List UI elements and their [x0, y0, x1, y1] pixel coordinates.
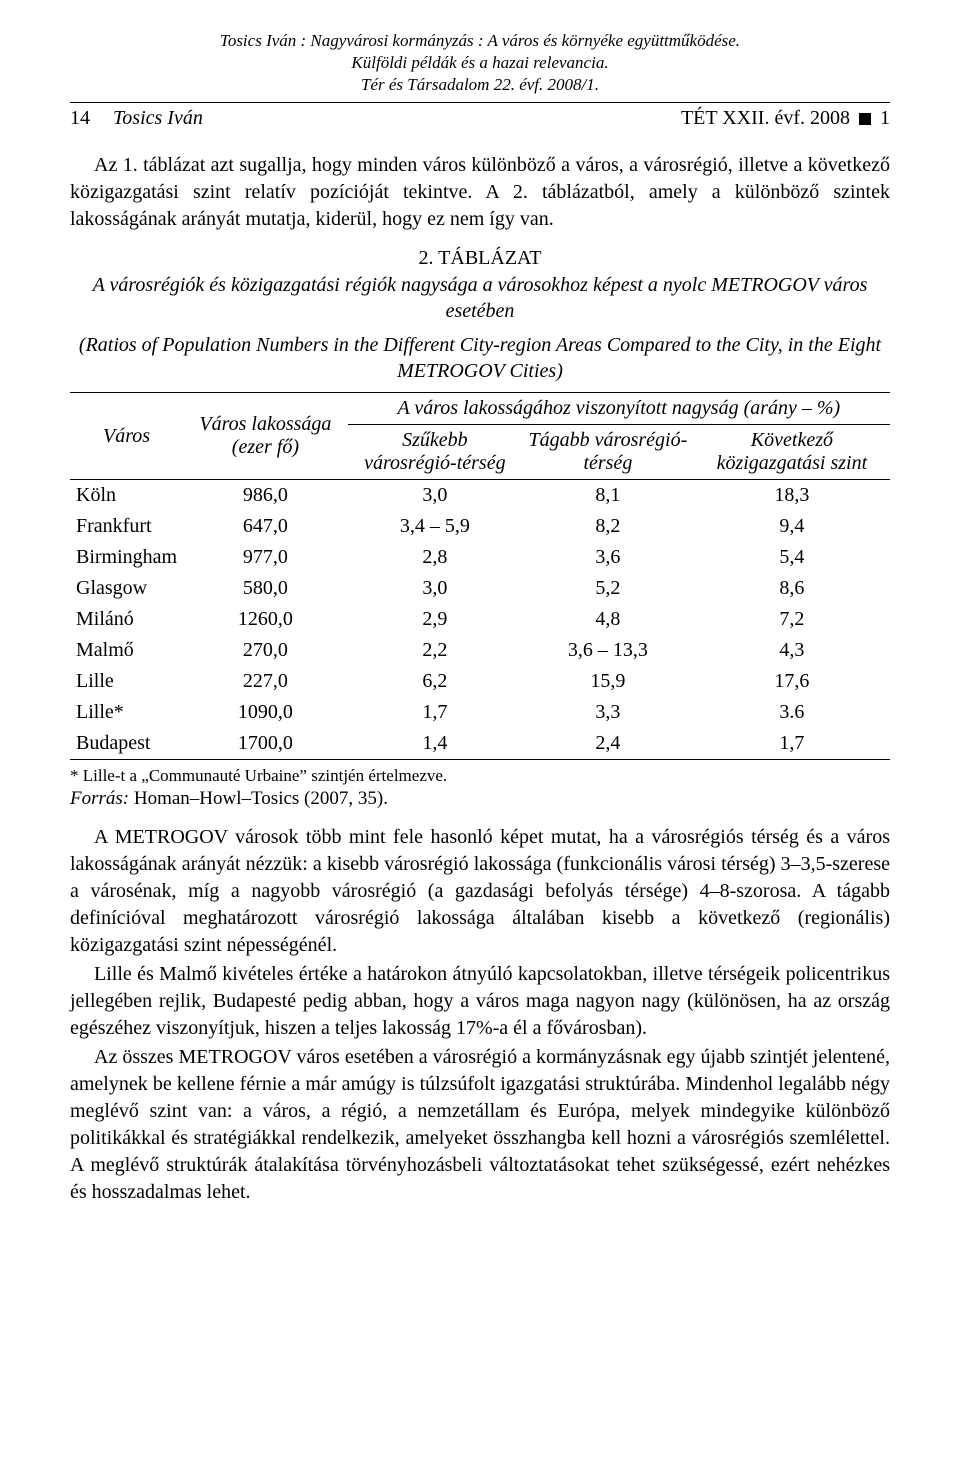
table-row: Lille*1090,01,73,33.6 — [70, 697, 890, 728]
table-cell: 1,7 — [694, 728, 890, 760]
table-cell: 3,0 — [348, 573, 522, 604]
paragraph-intro: Az 1. táblázat azt sugallja, hogy minden… — [70, 152, 890, 233]
table-number: 2. TÁBLÁZAT — [70, 247, 890, 270]
table-title-en: (Ratios of Population Numbers in the Dif… — [70, 332, 890, 384]
table-row: Köln986,03,08,118,3 — [70, 480, 890, 512]
paragraph-2: Lille és Malmő kivételes értéke a határo… — [70, 961, 890, 1042]
table-cell: 3,6 — [522, 542, 694, 573]
table-cell: 647,0 — [183, 511, 348, 542]
col-header-c: Következő közigazgatási szint — [694, 425, 890, 480]
table-row: Birmingham977,02,83,65,4 — [70, 542, 890, 573]
table-row: Milánó1260,02,94,87,2 — [70, 604, 890, 635]
table-cell: 1,7 — [348, 697, 522, 728]
running-author: Tosics Iván — [113, 107, 203, 129]
table-cell: Milánó — [70, 604, 183, 635]
table-cell: Lille — [70, 666, 183, 697]
table-row: Lille227,06,215,917,6 — [70, 666, 890, 697]
table-source: Forrás: Homan–Howl–Tosics (2007, 35). — [70, 788, 890, 810]
page-number-left: 14 — [70, 107, 90, 129]
table-cell: 3.6 — [694, 697, 890, 728]
table-cell: 18,3 — [694, 480, 890, 512]
table-cell: Köln — [70, 480, 183, 512]
table-cell: 8,1 — [522, 480, 694, 512]
col-header-a: Szűkebb városrégió-térség — [348, 425, 522, 480]
table-cell: Lille* — [70, 697, 183, 728]
square-bullet-icon — [859, 113, 871, 125]
table-cell: 3,4 – 5,9 — [348, 511, 522, 542]
table-cell: 4,3 — [694, 635, 890, 666]
table-cell: Frankfurt — [70, 511, 183, 542]
table-cell: 6,2 — [348, 666, 522, 697]
page-number-right: 1 — [880, 107, 890, 129]
table-cell: Glasgow — [70, 573, 183, 604]
table-cell: 2,8 — [348, 542, 522, 573]
table-cell: 8,6 — [694, 573, 890, 604]
col-header-pop: Város lakossága (ezer fő) — [183, 393, 348, 480]
running-journal: TÉT XXII. évf. 2008 — [681, 107, 850, 129]
table-cell: 15,9 — [522, 666, 694, 697]
table-cell: 580,0 — [183, 573, 348, 604]
doc-citation: Tosics Iván : Nagyvárosi kormányzás : A … — [70, 30, 890, 96]
table-cell: 9,4 — [694, 511, 890, 542]
running-head-left: 14 Tosics Iván — [70, 107, 203, 130]
table-cell: 1090,0 — [183, 697, 348, 728]
table-cell: 7,2 — [694, 604, 890, 635]
data-table: Város Város lakossága (ezer fő) A város … — [70, 392, 890, 760]
table-cell: Budapest — [70, 728, 183, 760]
paragraph-3: Az összes METROGOV város esetében a váro… — [70, 1044, 890, 1206]
col-header-b: Tágabb városrégió-térség — [522, 425, 694, 480]
table-cell: Birmingham — [70, 542, 183, 573]
table-cell: 227,0 — [183, 666, 348, 697]
table-cell: 4,8 — [522, 604, 694, 635]
table-cell: 3,3 — [522, 697, 694, 728]
table-body: Köln986,03,08,118,3Frankfurt647,03,4 – 5… — [70, 480, 890, 760]
table-row: Frankfurt647,03,4 – 5,98,29,4 — [70, 511, 890, 542]
table-cell: 17,6 — [694, 666, 890, 697]
table-cell: 986,0 — [183, 480, 348, 512]
table-row: Budapest1700,01,42,41,7 — [70, 728, 890, 760]
table-cell: 2,9 — [348, 604, 522, 635]
table-cell: 2,4 — [522, 728, 694, 760]
table-cell: 2,2 — [348, 635, 522, 666]
table-cell: 5,4 — [694, 542, 890, 573]
doc-citation-line: Tér és Társadalom 22. évf. 2008/1. — [70, 74, 890, 96]
source-label: Forrás: — [70, 788, 129, 809]
paragraph-1: A METROGOV városok több mint fele hasonl… — [70, 824, 890, 959]
table-row: Malmő270,02,23,6 – 13,34,3 — [70, 635, 890, 666]
table-cell: 3,0 — [348, 480, 522, 512]
table-cell: Malmő — [70, 635, 183, 666]
table-row: Glasgow580,03,05,28,6 — [70, 573, 890, 604]
table-cell: 270,0 — [183, 635, 348, 666]
table-cell: 1260,0 — [183, 604, 348, 635]
table-title-hu: A városrégiók és közigazgatási régiók na… — [70, 272, 890, 324]
table-cell: 3,6 – 13,3 — [522, 635, 694, 666]
running-head-right: TÉT XXII. évf. 2008 1 — [681, 107, 890, 130]
col-header-city: Város — [70, 393, 183, 480]
source-text: Homan–Howl–Tosics (2007, 35). — [134, 788, 388, 809]
table-footnote: * Lille-t a „Communauté Urbaine” szintjé… — [70, 766, 890, 786]
table-cell: 8,2 — [522, 511, 694, 542]
table-cell: 5,2 — [522, 573, 694, 604]
table-cell: 977,0 — [183, 542, 348, 573]
running-head: 14 Tosics Iván TÉT XXII. évf. 2008 1 — [70, 102, 890, 130]
table-cell: 1700,0 — [183, 728, 348, 760]
doc-citation-line: Külföldi példák és a hazai relevancia. — [70, 52, 890, 74]
doc-citation-line: Tosics Iván : Nagyvárosi kormányzás : A … — [70, 30, 890, 52]
table-cell: 1,4 — [348, 728, 522, 760]
col-header-span: A város lakosságához viszonyított nagysá… — [348, 393, 890, 425]
